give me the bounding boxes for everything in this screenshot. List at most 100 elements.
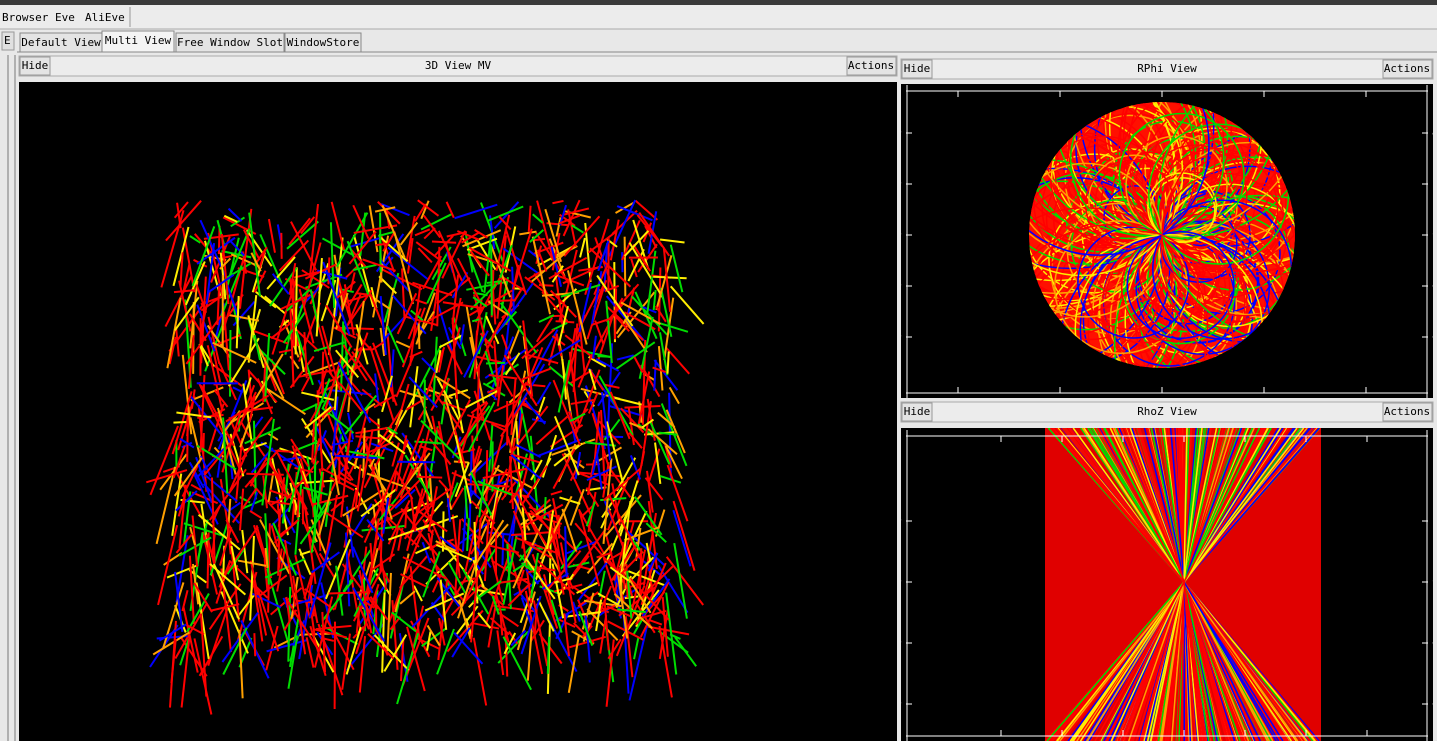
track	[624, 595, 639, 600]
hide-label[interactable]: Hide	[22, 59, 49, 72]
track	[589, 370, 605, 391]
track	[653, 359, 657, 391]
track	[344, 532, 351, 607]
track	[203, 482, 240, 524]
track	[618, 550, 644, 577]
actions-label[interactable]: Actions	[848, 59, 894, 72]
track	[568, 351, 580, 424]
track	[634, 527, 642, 561]
track	[506, 436, 523, 487]
track	[253, 270, 267, 293]
hide-button[interactable]	[901, 59, 933, 79]
track	[378, 433, 406, 455]
track	[512, 523, 543, 589]
track	[264, 332, 271, 402]
track	[647, 625, 690, 636]
track	[477, 612, 492, 629]
actions-button[interactable]	[1382, 59, 1433, 79]
track	[435, 540, 457, 552]
track	[173, 201, 189, 219]
track	[1061, 428, 1185, 583]
track	[607, 550, 625, 562]
track	[300, 216, 316, 235]
track	[324, 408, 350, 470]
track	[437, 230, 463, 282]
hide-label[interactable]: Hide	[904, 62, 931, 75]
track-arc	[1122, 102, 1295, 277]
track	[183, 522, 226, 538]
track	[619, 510, 648, 568]
track-arc	[1136, 185, 1295, 368]
track	[201, 531, 219, 595]
track	[420, 419, 461, 460]
track	[391, 611, 417, 633]
track	[594, 320, 605, 345]
hide-button[interactable]	[901, 402, 933, 422]
track	[304, 405, 332, 430]
track	[669, 633, 681, 640]
track	[1139, 581, 1185, 741]
track	[1128, 581, 1185, 741]
tab-label[interactable]: Free Window Slot	[177, 36, 283, 49]
tab-label[interactable]: Multi View	[105, 34, 172, 47]
track	[230, 216, 246, 228]
track	[389, 579, 405, 639]
track	[658, 431, 678, 436]
track	[567, 411, 579, 433]
menu-item[interactable]: Eve	[55, 11, 75, 24]
side-tab-label[interactable]: E	[4, 34, 11, 47]
track	[358, 605, 370, 630]
track	[1155, 581, 1185, 741]
track	[538, 314, 555, 323]
track-arc	[1086, 230, 1200, 344]
track	[242, 229, 261, 261]
track	[335, 565, 344, 616]
track	[348, 230, 377, 265]
track	[275, 450, 308, 511]
hide-label[interactable]: Hide	[904, 405, 931, 418]
track	[179, 638, 190, 666]
track	[421, 357, 438, 374]
actions-label[interactable]: Actions	[1384, 405, 1430, 418]
menu-bar	[0, 5, 1437, 29]
track	[543, 574, 555, 616]
track	[196, 236, 236, 265]
tab-label[interactable]: WindowStore	[287, 36, 360, 49]
track	[446, 539, 464, 553]
track	[318, 490, 332, 536]
track	[253, 334, 261, 361]
track	[227, 337, 260, 387]
track	[145, 469, 188, 484]
actions-button[interactable]	[1382, 402, 1433, 422]
x-tick-label: 800	[1353, 71, 1380, 87]
track	[470, 400, 488, 414]
menu-item[interactable]: Browser	[2, 11, 49, 24]
track	[426, 624, 441, 647]
track	[529, 229, 545, 243]
track	[373, 394, 397, 409]
track	[521, 328, 556, 360]
track	[486, 523, 509, 550]
track	[1183, 428, 1221, 583]
actions-label[interactable]: Actions	[1384, 62, 1430, 75]
track	[473, 622, 500, 630]
hide-button[interactable]	[19, 56, 51, 76]
tab-label[interactable]: Default View	[21, 36, 101, 49]
track	[632, 219, 650, 270]
track	[525, 568, 540, 585]
track	[494, 593, 510, 643]
track	[230, 545, 240, 581]
track	[199, 613, 208, 697]
track	[436, 277, 471, 305]
track	[605, 295, 645, 342]
track	[267, 471, 275, 503]
track	[1183, 428, 1298, 583]
actions-button[interactable]	[846, 56, 897, 76]
track	[400, 573, 429, 589]
x-tick-label: 0	[1180, 416, 1189, 432]
track	[179, 252, 184, 287]
track	[645, 542, 652, 562]
menu-item[interactable]: AliEve	[85, 11, 125, 24]
side-tab[interactable]	[1, 31, 15, 51]
